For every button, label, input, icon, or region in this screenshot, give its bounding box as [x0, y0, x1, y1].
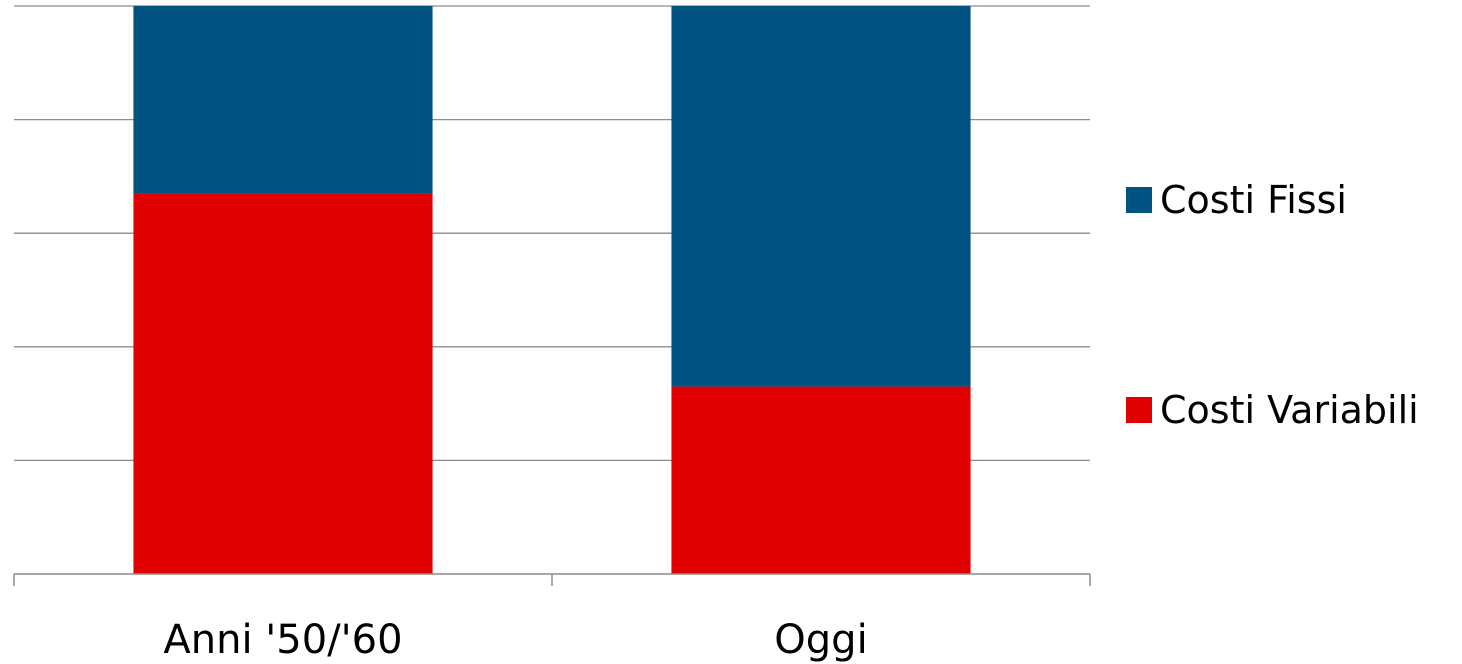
legend-swatch	[1126, 187, 1152, 213]
x-tick-label: Anni '50/'60	[163, 617, 402, 663]
legend-swatch	[1126, 397, 1152, 423]
category-labels: Anni '50/'60 Oggi	[163, 617, 867, 663]
bars	[133, 6, 971, 574]
bar-costi-fissi-0	[133, 6, 433, 194]
bar-costi-variabili-1	[671, 386, 971, 574]
bar-costi-variabili-0	[133, 193, 433, 574]
x-tick-label: Oggi	[774, 617, 867, 663]
x-axis	[13, 573, 1091, 586]
legend-label: Costi Fissi	[1160, 178, 1347, 222]
bar-costi-fissi-1	[671, 6, 971, 387]
legend-label: Costi Variabili	[1160, 388, 1419, 432]
legend: Costi Fissi Costi Variabili	[1126, 178, 1419, 432]
